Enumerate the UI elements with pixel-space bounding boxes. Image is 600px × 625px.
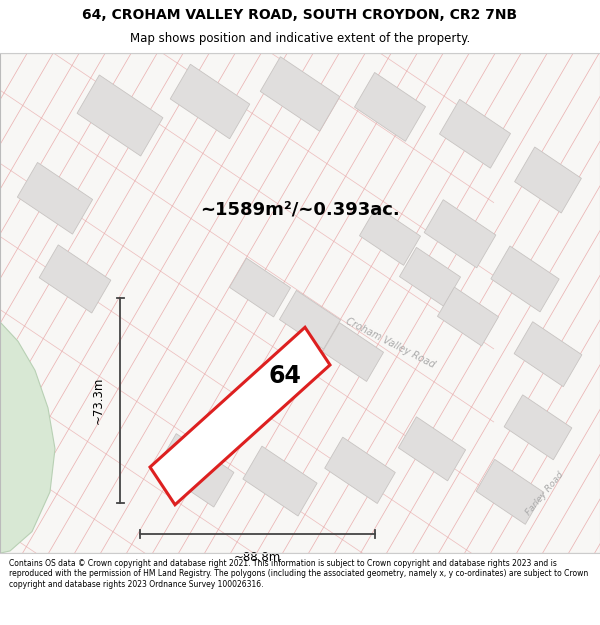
Text: Contains OS data © Crown copyright and database right 2021. This information is : Contains OS data © Crown copyright and d… [9, 559, 588, 589]
Text: Farley Road: Farley Road [524, 471, 566, 518]
Polygon shape [0, 53, 600, 553]
Polygon shape [504, 395, 572, 460]
Polygon shape [437, 287, 499, 346]
Text: ~73.3m: ~73.3m [91, 377, 104, 424]
Polygon shape [229, 258, 290, 317]
Text: ~88.8m: ~88.8m [234, 551, 281, 564]
Polygon shape [476, 459, 544, 524]
Polygon shape [260, 57, 340, 131]
Text: 64: 64 [269, 364, 301, 388]
Polygon shape [439, 99, 511, 168]
Polygon shape [491, 246, 559, 312]
Polygon shape [150, 328, 330, 505]
Polygon shape [355, 72, 425, 141]
Polygon shape [243, 446, 317, 516]
Polygon shape [280, 291, 341, 349]
Polygon shape [170, 64, 250, 139]
Polygon shape [325, 437, 395, 504]
Polygon shape [424, 200, 496, 268]
Polygon shape [156, 434, 234, 507]
Polygon shape [359, 206, 421, 266]
Text: Croham Valley Road: Croham Valley Road [344, 316, 436, 371]
Polygon shape [0, 322, 55, 553]
Polygon shape [515, 147, 581, 213]
Text: ~1589m²/~0.393ac.: ~1589m²/~0.393ac. [200, 200, 400, 218]
Polygon shape [39, 245, 111, 313]
Polygon shape [398, 417, 466, 481]
Polygon shape [17, 162, 92, 234]
Polygon shape [77, 75, 163, 156]
Polygon shape [400, 248, 461, 306]
Text: 64, CROHAM VALLEY ROAD, SOUTH CROYDON, CR2 7NB: 64, CROHAM VALLEY ROAD, SOUTH CROYDON, C… [82, 8, 518, 22]
Polygon shape [322, 322, 383, 381]
Polygon shape [514, 322, 582, 387]
Text: Map shows position and indicative extent of the property.: Map shows position and indicative extent… [130, 32, 470, 45]
